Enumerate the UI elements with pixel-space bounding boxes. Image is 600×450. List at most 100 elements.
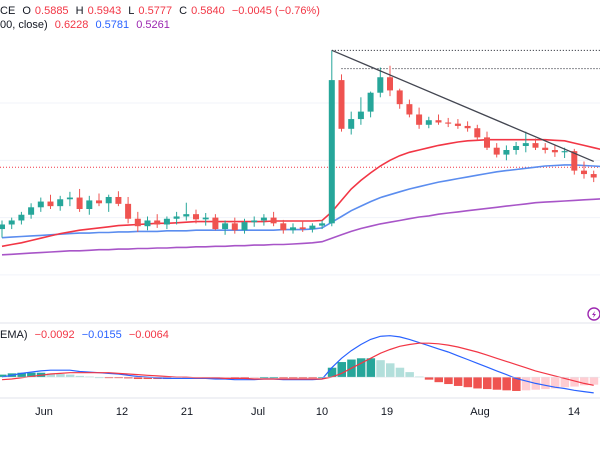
candle-29: [280, 219, 287, 234]
candle-body-25: [241, 222, 248, 231]
candle-0: [0, 220, 5, 238]
macd-hist-bar-53: [512, 377, 521, 391]
candle-body-32: [309, 225, 316, 230]
candle-42: [406, 99, 413, 118]
candle-body-53: [513, 145, 520, 150]
candle-17: [163, 216, 170, 230]
candle-body-34: [328, 80, 335, 224]
candle-body-13: [125, 203, 132, 219]
open-value: 0.5885: [34, 5, 69, 17]
x-tick-4: 10: [316, 406, 328, 418]
macd-hist-bar-7: [65, 374, 75, 378]
grid: [0, 102, 600, 276]
candle-30: [290, 223, 296, 234]
macd-hist-bar-34: [327, 367, 337, 378]
candle-body-58: [561, 151, 568, 153]
tradingview-logo-icon[interactable]: [586, 306, 600, 322]
change-value: −0.0045 (−0.76%): [231, 5, 320, 17]
candle-25: [241, 218, 248, 234]
candle-body-0: [0, 224, 5, 230]
candle-46: [445, 117, 452, 128]
candle-body-30: [290, 227, 296, 231]
close-value: 0.5840: [191, 5, 225, 17]
x-tick-2: 21: [181, 406, 193, 418]
macd-hist-bar-51: [492, 377, 502, 390]
candle-body-47: [454, 123, 461, 126]
candle-31: [299, 220, 306, 232]
candle-body-49: [474, 128, 481, 138]
candle-body-2: [18, 214, 25, 221]
candle-body-56: [542, 147, 549, 150]
hist-value: −0.0064: [128, 329, 169, 341]
high-label: H: [75, 5, 84, 17]
candle-body-59: [571, 151, 578, 171]
candle-15: [144, 216, 151, 231]
candle-12: [115, 191, 122, 207]
macd-hist-bar-56: [541, 377, 550, 390]
ma-slow-value: 0.5261: [136, 19, 170, 31]
candle-47: [454, 119, 461, 129]
candle-41: [396, 88, 403, 109]
candle-23: [222, 220, 229, 235]
signal-value: −0.0155: [81, 329, 122, 341]
candle-body-57: [551, 150, 558, 153]
macd-hist-bar-38: [366, 358, 376, 378]
candle-body-40: [387, 77, 393, 91]
candle-body-55: [532, 143, 539, 148]
candle-45: [435, 114, 442, 125]
candle-body-45: [435, 120, 442, 123]
candle-19: [183, 202, 190, 221]
macd-hist-bar-33: [318, 377, 327, 379]
candle-body-39: [377, 77, 384, 93]
candle-37: [357, 97, 364, 125]
candle-body-36: [348, 119, 355, 129]
candle-body-5: [47, 201, 54, 207]
macd-hist-bar-26: [250, 377, 259, 379]
macd-hist-bar-28: [269, 377, 279, 379]
macd-hist-bar-52: [502, 377, 511, 391]
trendline[interactable]: [331, 49, 594, 163]
candle-body-50: [484, 137, 490, 148]
candle-61: [590, 170, 597, 183]
candle-54: [522, 131, 529, 153]
x-tick-1: 12: [116, 406, 128, 418]
candle-39: [377, 67, 384, 98]
macd-label: EMA): [0, 329, 28, 341]
candle-21: [202, 213, 209, 226]
candle-13: [125, 196, 132, 224]
candle-body-46: [445, 122, 452, 124]
candle-body-8: [76, 197, 83, 210]
macd-hist-bar-15: [143, 377, 152, 380]
candle-43: [416, 107, 423, 129]
candle-38: [367, 91, 374, 118]
macd-hist-bar-19: [182, 377, 191, 379]
candle-7: [66, 191, 73, 207]
macd-hist-bar-0: [0, 374, 7, 378]
macd-hist-bar-8: [75, 375, 85, 378]
macd-hist-bar-23: [221, 377, 230, 379]
candle-body-41: [396, 90, 403, 105]
x-tick-5: 19: [381, 406, 393, 418]
candle-body-38: [367, 92, 374, 112]
candle-body-23: [222, 223, 229, 230]
macd-hist-bar-11: [104, 377, 114, 379]
candle-3: [28, 203, 35, 219]
candle-51: [493, 143, 500, 158]
candle-50: [484, 131, 490, 150]
candle-9: [86, 195, 93, 215]
candle-body-44: [425, 120, 432, 125]
macd-pane: [0, 335, 600, 394]
close-label: C: [179, 5, 188, 17]
macd-hist-bar-54: [521, 377, 531, 391]
high-value: 0.5943: [87, 5, 122, 17]
candle-5: [47, 194, 54, 210]
macd-hist-bar-6: [56, 374, 65, 378]
macd-hist-bar-10: [95, 377, 104, 379]
candle-26: [251, 216, 258, 227]
macd-hist-bar-57: [550, 377, 560, 389]
x-tick-6: Aug: [470, 406, 490, 418]
candle-48: [464, 121, 471, 132]
candle-body-28: [270, 217, 277, 224]
macd-hist-bar-41: [395, 367, 405, 378]
